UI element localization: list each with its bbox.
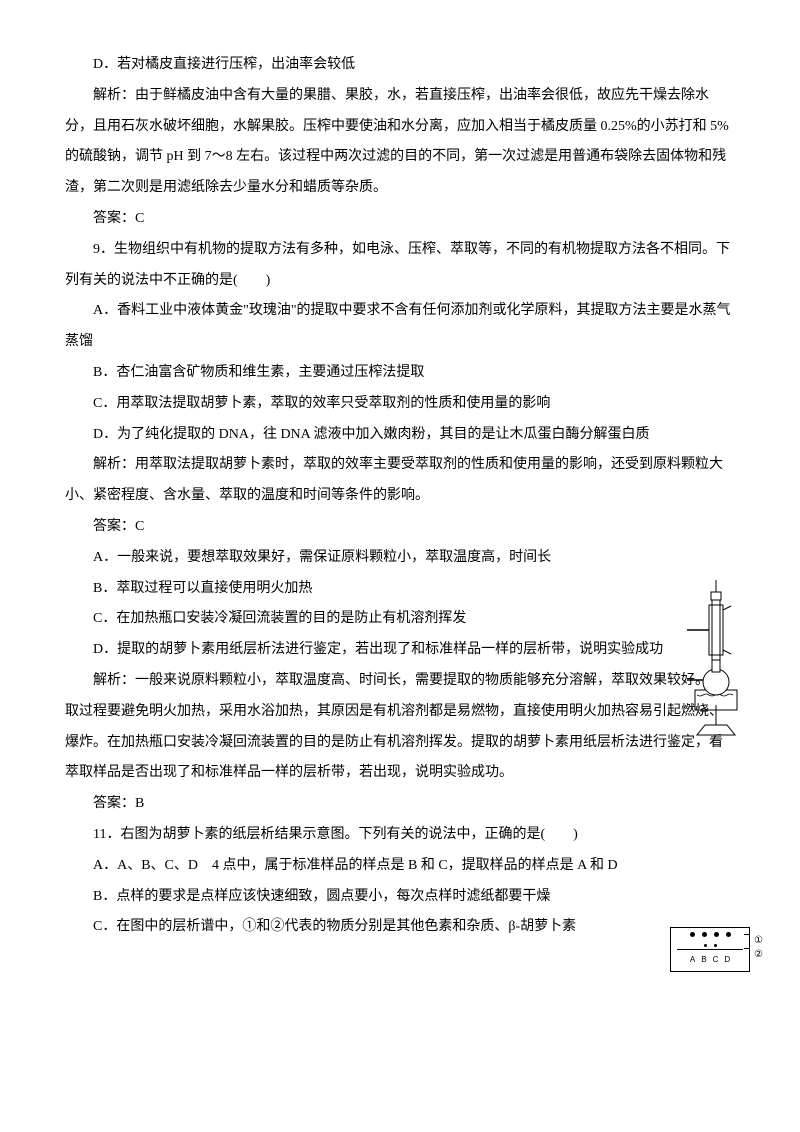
analysis-10: 解析：一般来说原料颗粒小，萃取温度高、时间长，需要提取的物质能够充分溶解，萃取效… [65,666,735,789]
option-10a: A．一般来说，要想萃取效果好，需保证原料颗粒小，萃取温度高，时间长 [65,543,735,574]
label-b: B [701,951,706,969]
option-10b: B．萃取过程可以直接使用明火加热 [65,574,735,605]
label-c: C [713,951,719,969]
option-9d: D．为了纯化提取的 DNA，往 DNA 滤液中加入嫩肉粉，其目的是让木瓜蛋白酶分… [65,420,735,451]
document-body: D．若对橘皮直接进行压榨，出油率会较低 解析：由于鲜橘皮油中含有大量的果腊、果胶… [65,50,735,943]
answer-10: 答案：B [65,789,735,820]
option-9a: A．香料工业中液体黄金"玫瑰油"的提取中要求不含有任何添加剂或化学原料，其提取方… [65,296,735,358]
answer-9: 答案：C [65,512,735,543]
option-10d: D．提取的胡萝卜素用纸层析法进行鉴定，若出现了和标准样品一样的层析带，说明实验成… [65,635,735,666]
column-labels: A B C D [677,949,743,969]
analysis-9: 解析：用萃取法提取胡萝卜素时，萃取的效率主要受萃取剂的性质和使用量的影响，还受到… [65,450,735,512]
option-9c: C．用萃取法提取胡萝卜素，萃取的效率只受萃取剂的性质和使用量的影响 [65,389,735,420]
option-11a: A．A、B、C、D 4 点中，属于标准样品的样点是 B 和 C，提取样品的样点是… [65,851,735,882]
marker-2: ② [754,944,763,966]
dot-row-1 [677,932,743,937]
label-d: D [724,951,730,969]
question-9: 9．生物组织中有机物的提取方法有多种，如电泳、压榨、萃取等，不同的有机物提取方法… [65,235,735,297]
option-9b: B．杏仁油富含矿物质和维生素，主要通过压榨法提取 [65,358,735,389]
option-d: D．若对橘皮直接进行压榨，出油率会较低 [65,50,735,81]
option-10c: C．在加热瓶口安装冷凝回流装置的目的是防止有机溶剂挥发 [65,604,735,635]
distillation-apparatus-figure [687,570,745,740]
answer-1: 答案：C [65,204,735,235]
option-11b: B．点样的要求是点样应该快速细致，圆点要小，每次点样时滤纸都要干燥 [65,882,735,913]
label-a: A [690,951,695,969]
analysis-1: 解析：由于鲜橘皮油中含有大量的果腊、果胶，水，若直接压榨，出油率会很低，故应先干… [65,81,735,204]
dot-row-2 [677,943,743,947]
option-11c: C．在图中的层析谱中，①和②代表的物质分别是其他色素和杂质、β-胡萝卜素 [65,912,735,943]
chromatography-figure: ① ② A B C D [670,927,750,987]
question-11: 11．右图为胡萝卜素的纸层析结果示意图。下列有关的说法中，正确的是( ) [65,820,735,851]
